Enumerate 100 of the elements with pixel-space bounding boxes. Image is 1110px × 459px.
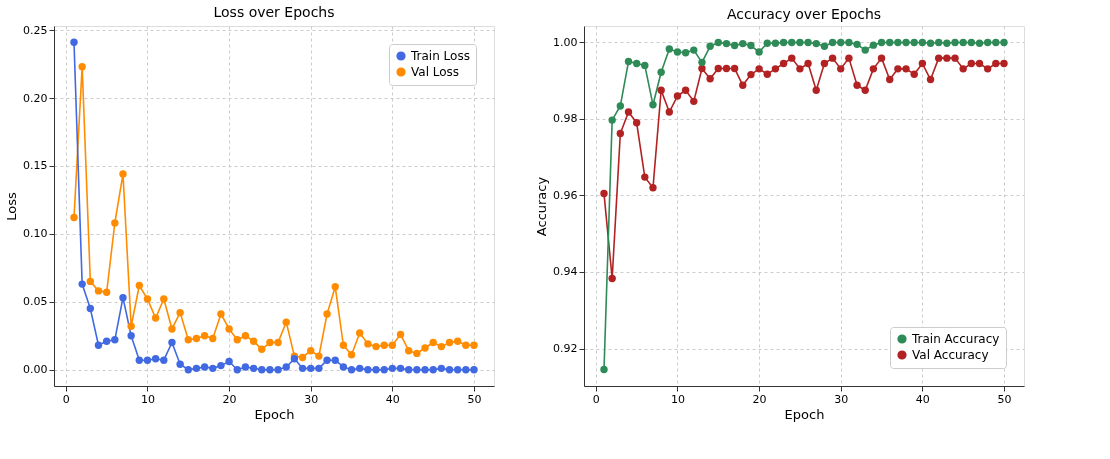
point <box>413 349 421 358</box>
point <box>413 366 421 374</box>
point <box>771 65 780 73</box>
point <box>959 38 967 47</box>
point <box>102 337 111 345</box>
point <box>217 361 225 370</box>
point <box>233 336 241 344</box>
point <box>616 129 625 138</box>
point <box>429 338 437 347</box>
point <box>315 352 323 360</box>
point <box>462 341 470 349</box>
y-axis-title: Accuracy <box>534 176 550 237</box>
y-tick-label: 0.00 <box>23 363 48 377</box>
point <box>763 39 771 47</box>
point <box>298 364 307 373</box>
point <box>934 54 943 62</box>
point <box>249 337 258 345</box>
legend-label: Val Loss <box>411 65 460 79</box>
x-tick-label: 20 <box>222 392 237 406</box>
x-tick-label: 10 <box>140 392 155 406</box>
point <box>698 64 706 73</box>
point <box>902 38 910 47</box>
x-axis-title: Epoch <box>784 406 825 422</box>
point <box>706 75 714 83</box>
point <box>600 365 608 374</box>
point <box>959 65 967 73</box>
point <box>796 38 804 47</box>
chart-title: Loss over Epochs <box>213 4 335 21</box>
x-tick-label: 0 <box>592 392 600 406</box>
point <box>698 58 706 67</box>
y-tick-label: 0.92 <box>553 342 578 356</box>
point <box>820 59 829 68</box>
point <box>861 46 869 54</box>
point <box>445 366 454 374</box>
point <box>649 101 657 109</box>
point <box>722 64 731 73</box>
point <box>877 54 886 62</box>
x-tick-label: 50 <box>997 392 1012 406</box>
point <box>951 54 959 62</box>
point <box>894 38 902 47</box>
point <box>388 341 397 349</box>
point <box>356 329 364 337</box>
y-tick-label: 0.94 <box>553 265 578 279</box>
point <box>665 45 674 53</box>
point <box>845 38 853 47</box>
x-tick-label: 30 <box>834 392 849 406</box>
point <box>657 68 665 76</box>
point <box>151 314 160 322</box>
point <box>78 63 86 71</box>
point <box>347 366 356 374</box>
point <box>282 318 290 326</box>
point <box>763 70 771 78</box>
point <box>184 366 192 374</box>
point <box>192 334 201 343</box>
y-tick-label: 0.05 <box>23 295 48 309</box>
point <box>632 59 641 68</box>
point <box>331 356 339 364</box>
point <box>894 65 902 73</box>
y-tick-label: 1.00 <box>553 35 578 49</box>
point <box>1000 59 1008 68</box>
point <box>143 295 152 303</box>
point <box>70 38 78 46</box>
point <box>747 70 755 79</box>
point <box>714 38 722 47</box>
point <box>168 338 176 347</box>
y-axis-title: Loss <box>4 192 20 221</box>
point <box>975 59 984 68</box>
point <box>274 366 282 374</box>
point <box>641 61 649 70</box>
point <box>94 287 103 295</box>
point <box>722 39 731 48</box>
y-tick-label: 0.15 <box>23 159 48 173</box>
point <box>837 38 845 47</box>
point <box>225 357 233 366</box>
point <box>470 341 478 349</box>
point <box>730 64 739 73</box>
point <box>681 49 690 57</box>
point <box>258 345 266 354</box>
point <box>886 75 894 84</box>
point <box>192 364 201 373</box>
point <box>429 366 437 374</box>
point <box>886 38 894 47</box>
point <box>241 363 250 371</box>
point <box>462 366 470 374</box>
point <box>869 41 878 49</box>
point <box>356 364 364 373</box>
point <box>902 65 910 73</box>
point <box>421 366 429 374</box>
point <box>641 173 649 181</box>
y-tick-label: 0.20 <box>23 91 48 105</box>
point <box>404 346 413 355</box>
point <box>747 41 755 50</box>
point <box>217 310 225 318</box>
point <box>624 57 633 66</box>
point <box>665 108 674 116</box>
point <box>983 65 992 73</box>
point <box>828 54 837 62</box>
point <box>364 340 372 348</box>
point <box>910 38 918 47</box>
point <box>176 308 184 317</box>
